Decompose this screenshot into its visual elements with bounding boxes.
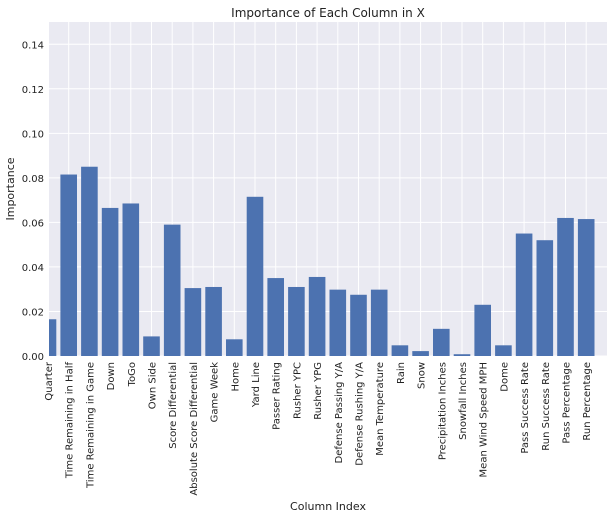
bar: [267, 278, 284, 356]
y-tick-labels: 0.00 0.02 0.04 0.06 0.08 0.10 0.12 0.14: [22, 40, 44, 363]
x-tick-label: Snow: [417, 362, 428, 389]
y-tick-label: 0.14: [22, 40, 44, 51]
bar: [433, 328, 450, 356]
bar: [49, 319, 57, 356]
x-tick-label: Run Success Rate: [541, 362, 552, 451]
x-tick-label: Game Week: [210, 362, 221, 423]
y-tick-label: 0.12: [22, 85, 44, 96]
bar: [577, 219, 595, 356]
x-tick-label: Score Differential: [168, 362, 179, 449]
x-tick-label: Dome: [499, 362, 510, 392]
bar: [288, 286, 305, 356]
x-tick-label: Yard Line: [251, 362, 262, 408]
y-gridlines: [49, 43, 607, 357]
x-tick-label: Mean Temperature: [375, 362, 386, 456]
x-tick-label: Home: [230, 362, 241, 392]
bar: [350, 294, 367, 356]
bar: [143, 336, 160, 356]
bar: [308, 276, 326, 356]
x-tick-label: Pass Success Rate: [520, 362, 531, 454]
y-tick-label: 0.00: [22, 352, 44, 363]
bar: [205, 286, 222, 356]
bar: [60, 174, 77, 356]
bar: [536, 240, 554, 356]
x-tick-label: Rusher YPC: [292, 362, 303, 419]
x-tick-label: Own Side: [148, 362, 159, 409]
bar: [81, 166, 98, 356]
bar: [557, 217, 574, 356]
x-tick-label: Pass Percentage: [562, 362, 573, 444]
x-tick-label: Rusher YPG: [313, 362, 324, 420]
x-tick-label: ToGo: [127, 362, 138, 387]
bar: [329, 289, 347, 356]
x-tick-label: Run Percentage: [582, 362, 593, 441]
bar: [474, 304, 491, 356]
x-tick-label: Defense Rushing Y/A: [355, 362, 366, 466]
x-tick-label: Rain: [396, 362, 407, 384]
x-tick-label: Time Remaining in Half: [65, 362, 76, 480]
y-axis-label: Importance: [4, 157, 17, 220]
y-tick-label: 0.10: [22, 129, 44, 140]
x-tick-label: Passer Rating: [272, 362, 283, 430]
chart-title: Importance of Each Column in X: [231, 6, 425, 20]
bar: [226, 339, 243, 356]
y-tick-label: 0.08: [22, 174, 44, 185]
bar: [246, 196, 264, 356]
bar: [101, 207, 119, 356]
bar: [515, 233, 533, 356]
x-tick-label: Precipitation Inches: [437, 362, 448, 460]
y-tick-label: 0.06: [22, 218, 44, 229]
x-tick-label: Down: [106, 362, 117, 390]
plot-background: [49, 22, 607, 356]
bar: [370, 289, 388, 356]
bar: [122, 203, 140, 356]
x-tick-label: Defense Passing Y/A: [334, 362, 345, 464]
x-tick-label: Time Remaining in Game: [85, 362, 96, 489]
bar: [412, 351, 429, 356]
bar: [495, 345, 512, 356]
bar: [184, 288, 202, 356]
x-axis-label: Column Index: [290, 500, 366, 513]
x-tick-label: Snowfall Inches: [458, 362, 469, 440]
y-tick-label: 0.02: [22, 307, 44, 318]
bar: [453, 354, 471, 356]
x-tick-labels: Quarter Time Remaining in Half Time Remain…: [44, 361, 593, 495]
x-tick-label: Quarter: [44, 361, 55, 401]
x-tick-label: Mean Wind Speed MPH: [479, 362, 490, 477]
bar: [163, 224, 181, 356]
bars: [49, 166, 595, 356]
y-tick-label: 0.04: [22, 263, 44, 274]
x-tick-label: Absolute Score Differential: [189, 362, 200, 496]
bar: [391, 345, 409, 356]
